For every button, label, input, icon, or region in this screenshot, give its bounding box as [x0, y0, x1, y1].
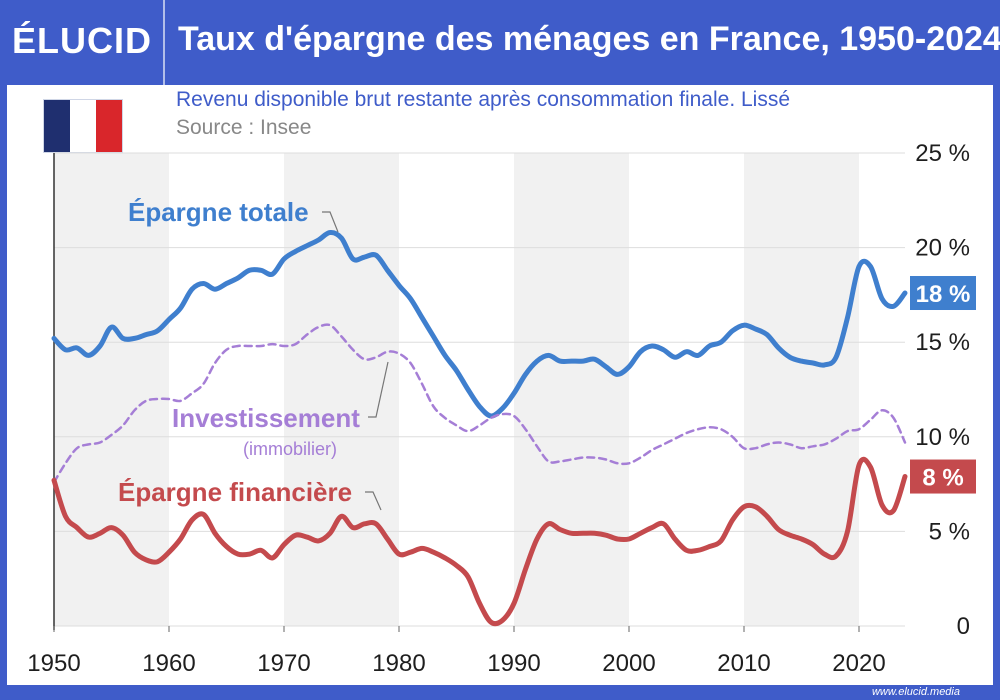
x-tick-label: 2000 — [602, 650, 655, 677]
x-tick-label: 2020 — [832, 650, 885, 677]
page-title: Taux d'épargne des ménages en France, 19… — [178, 20, 1000, 58]
x-axis: 1950 1960 1970 1980 1990 2000 2010 2020 — [27, 153, 886, 677]
gridlines — [54, 152, 905, 627]
series-line-epargne-financiere — [51, 456, 908, 627]
decade-band — [284, 153, 399, 626]
france-flag-icon — [44, 100, 122, 152]
y-tick-label: 20 % — [915, 235, 970, 262]
leader-epargne-totale — [322, 211, 339, 233]
badge-epargne-totale-text: 18 % — [916, 281, 971, 308]
x-tick-label: 1950 — [27, 650, 80, 677]
badge-epargne-financiere-box — [910, 459, 976, 494]
label-investissement: Investissement — [172, 403, 360, 433]
y-tick-label: 15 % — [915, 329, 970, 356]
x-tick-label: 1990 — [487, 650, 540, 677]
decade-band — [744, 153, 859, 626]
series-line-investissement — [52, 323, 907, 484]
label-epargne-financiere: Épargne financière — [118, 477, 352, 507]
decade-band — [54, 153, 169, 626]
y-tick-label: 0 — [957, 613, 970, 640]
leader-investissement — [368, 361, 389, 418]
leader-epargne-financiere — [365, 491, 382, 511]
label-investissement-sub: (immobilier) — [243, 439, 337, 459]
brand-logo: ÉLUCID — [12, 20, 152, 61]
flag-stripe-red — [96, 100, 122, 152]
x-tick-label: 1980 — [372, 650, 425, 677]
footer-url: www.elucid.media — [871, 686, 960, 698]
header-divider — [163, 0, 165, 85]
chart-subtitle: Revenu disponible brut restante après co… — [176, 88, 791, 111]
x-tick-label: 2010 — [717, 650, 770, 677]
y-tick-label: 5 % — [929, 518, 970, 545]
chart-source: Source : Insee — [176, 116, 312, 139]
x-tick-label: 1960 — [142, 650, 195, 677]
flag-stripe-blue — [44, 100, 70, 152]
flag-stripe-white — [70, 100, 96, 152]
y-tick-label: 10 % — [915, 424, 970, 451]
label-epargne-totale: Épargne totale — [128, 197, 309, 227]
badge-epargne-totale-box — [910, 276, 976, 311]
series-lines — [51, 229, 908, 627]
header: ÉLUCID Taux d'épargne des ménages en Fra… — [0, 0, 1000, 85]
y-axis: 0 5 % 10 % 15 % 20 % 25 % — [915, 140, 970, 640]
y-tick-label: 25 % — [915, 140, 970, 167]
badge-epargne-financiere-text: 8 % — [922, 465, 963, 492]
x-tick-label: 1970 — [257, 650, 310, 677]
annotations: Épargne totale Investissement (immobilier)… — [118, 197, 976, 511]
series-line-epargne-totale — [51, 229, 908, 419]
